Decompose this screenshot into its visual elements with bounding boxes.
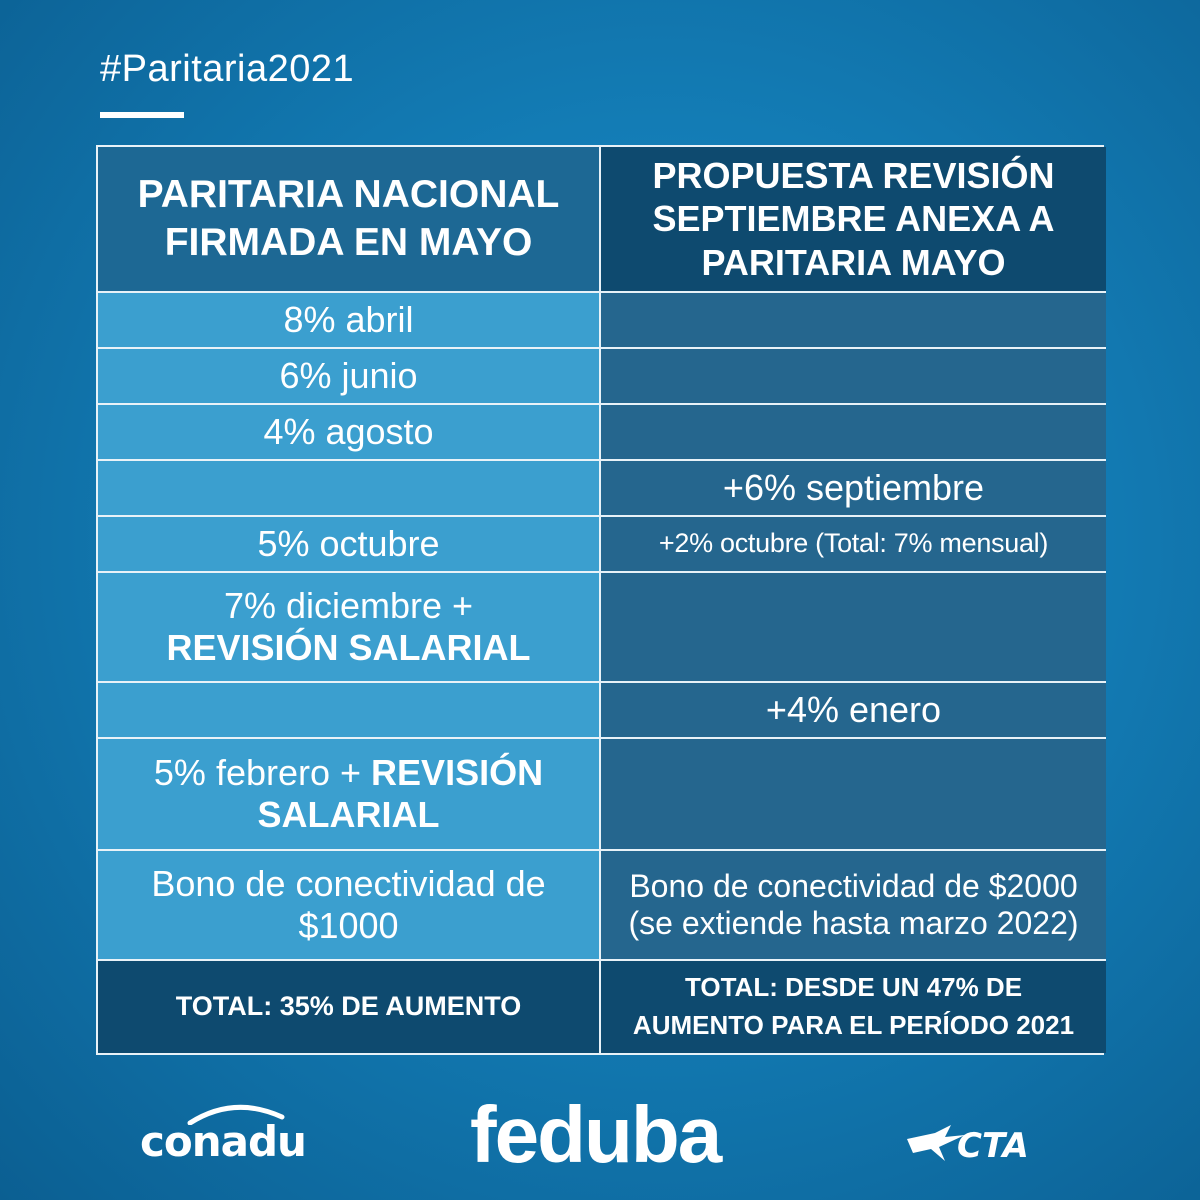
row-abril-left: 8% abril: [98, 293, 601, 349]
row-agosto-right: [601, 405, 1106, 461]
row-octubre-left: 5% octubre: [98, 517, 601, 573]
cta-logo: CTA: [907, 1125, 1029, 1166]
header-left: PARITARIA NACIONAL FIRMADA EN MAYO: [98, 147, 601, 293]
row-febrero-left: 5% febrero + REVISIÓN SALARIAL: [98, 739, 601, 851]
diciembre-text: 7% diciembre +: [223, 584, 474, 626]
total-right: TOTAL: DESDE UN 47% DE AUMENTO PARA EL P…: [601, 961, 1106, 1053]
row-enero-right: +4% enero: [601, 683, 1106, 739]
row-bono-left: Bono de conectividad de $1000: [98, 851, 601, 961]
diciembre-revision: REVISIÓN SALARIAL: [166, 627, 531, 668]
footer-logos: conadu feduba CTA: [0, 1085, 1200, 1185]
header-right: PROPUESTA REVISIÓN SEPTIEMBRE ANEXA A PA…: [601, 147, 1106, 293]
cta-text: CTA: [957, 1126, 1029, 1166]
row-septiembre-right: +6% septiembre: [601, 461, 1106, 517]
title-underline: [100, 112, 184, 118]
total-left: TOTAL: 35% DE AUMENTO: [98, 961, 601, 1053]
febrero-text: 5% febrero +: [153, 751, 362, 793]
row-junio-left: 6% junio: [98, 349, 601, 405]
hashtag-title: #Paritaria2021: [100, 48, 355, 90]
row-diciembre-left: 7% diciembre + REVISIÓN SALARIAL: [98, 573, 601, 683]
row-junio-right: [601, 349, 1106, 405]
febrero-revision: REVISIÓN SALARIAL: [257, 751, 544, 835]
america-map-icon: [907, 1125, 965, 1161]
row-septiembre-left: [98, 461, 601, 517]
row-enero-left: [98, 683, 601, 739]
row-octubre-right: +2% octubre (Total: 7% mensual): [601, 517, 1106, 573]
row-bono-right: Bono de conectividad de $2000 (se extien…: [601, 851, 1106, 961]
row-febrero-right: [601, 739, 1106, 851]
comparison-table: PARITARIA NACIONAL FIRMADA EN MAYO PROPU…: [96, 145, 1106, 1055]
conadu-logo: conadu: [140, 1117, 307, 1166]
feduba-logo: feduba: [470, 1090, 722, 1179]
conadu-arc-icon: [187, 1104, 285, 1125]
row-abril-right: [601, 293, 1106, 349]
row-agosto-left: 4% agosto: [98, 405, 601, 461]
row-diciembre-right: [601, 573, 1106, 683]
